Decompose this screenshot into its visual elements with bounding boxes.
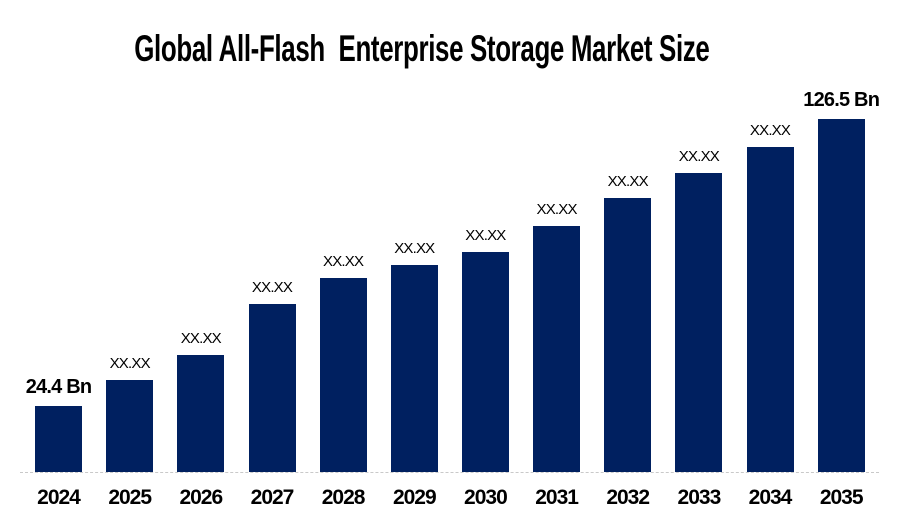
chart-title-wrap: Global All-Flash Enterprise Storage Mark… (0, 30, 844, 68)
bar-2028 (319, 278, 367, 472)
bar-2025 (106, 380, 154, 472)
bar-value-label: XX.XX (465, 226, 506, 244)
x-axis-label-2031: 2031 (535, 486, 579, 509)
bar-value-label: 24.4 Bn (25, 376, 92, 398)
bar-column-2025: XX.XX 2025 (94, 0, 165, 525)
x-axis-label-2026: 2026 (179, 486, 223, 509)
bar-2030 (461, 252, 509, 472)
bar-value-label: XX.XX (678, 147, 720, 165)
bar-value-label: XX.XX (180, 329, 222, 347)
bar-2029 (390, 265, 438, 472)
bar-column-2026: XX.XX 2026 (165, 0, 236, 525)
x-axis-label-2032: 2032 (606, 486, 650, 509)
bar-column-2035: 126.5 Bn 2035 (803, 0, 880, 525)
bar-column-2024: 24.4 Bn 2024 (23, 0, 94, 525)
bar-2024 (35, 406, 82, 472)
x-axis-label-2025: 2025 (108, 486, 152, 509)
x-axis-label-2029: 2029 (392, 486, 437, 509)
x-axis-label-2034: 2034 (748, 486, 793, 509)
bar-column-2032: XX.XX 2032 (592, 0, 663, 525)
bar-column-2030: XX.XX 2030 (450, 0, 521, 525)
x-axis-label-2033: 2033 (677, 486, 722, 509)
bar-column-2027: XX.XX 2027 (237, 0, 308, 525)
chart-title: Global All-Flash Enterprise Storage Mark… (134, 28, 710, 69)
bar-value-label: XX.XX (607, 172, 649, 190)
bar-value-label: 126.5 Bn (803, 89, 880, 111)
bar-value-label: XX.XX (323, 252, 364, 270)
bar-value-label: XX.XX (749, 121, 791, 139)
bar-column-2031: XX.XX 2031 (521, 0, 592, 525)
x-axis-line (20, 472, 879, 473)
bar-value-label: XX.XX (109, 354, 151, 372)
bar-2026 (177, 355, 225, 472)
x-axis-label-2028: 2028 (321, 486, 366, 509)
x-axis-label-2035: 2035 (819, 486, 864, 509)
bar-2034 (746, 147, 794, 472)
bar-2027 (248, 304, 296, 472)
bar-2033 (675, 173, 723, 472)
x-axis-label-2030: 2030 (464, 486, 508, 509)
bar-column-2028: XX.XX 2028 (308, 0, 379, 525)
bar-2032 (604, 198, 652, 472)
bar-value-label: XX.XX (394, 239, 435, 257)
bar-2035 (817, 119, 865, 472)
bar-value-label: XX.XX (251, 278, 293, 296)
bar-column-2033: XX.XX 2033 (663, 0, 734, 525)
x-axis-label-2027: 2027 (250, 486, 295, 509)
bar-column-2034: XX.XX 2034 (735, 0, 806, 525)
bar-value-label: XX.XX (536, 200, 578, 218)
x-axis-label-2024: 2024 (37, 486, 81, 509)
bar-column-2029: XX.XX 2029 (379, 0, 450, 525)
bar-2031 (533, 226, 581, 472)
